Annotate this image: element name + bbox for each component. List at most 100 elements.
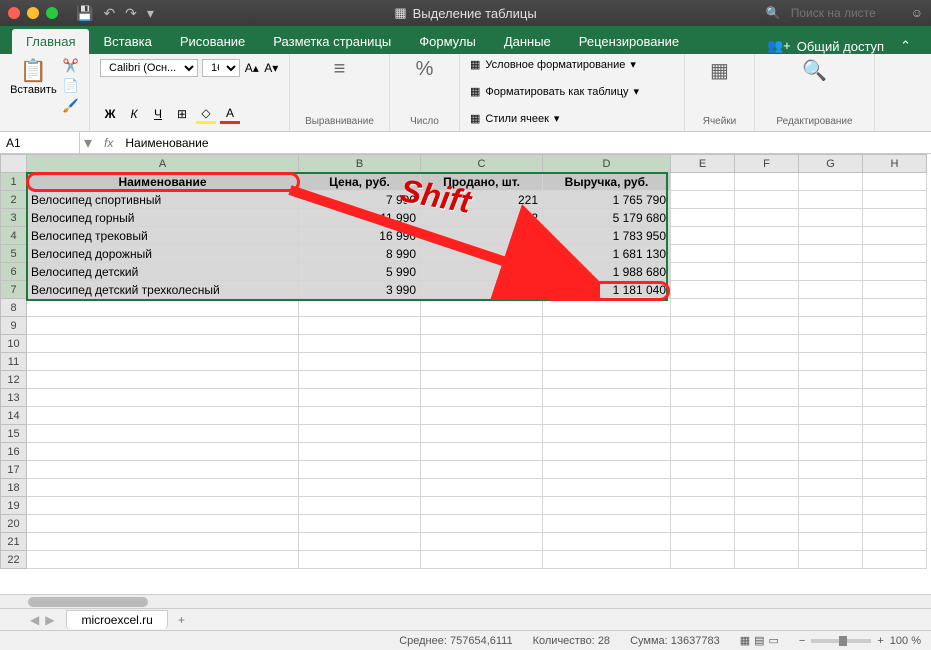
cell[interactable]: [799, 515, 863, 533]
cell[interactable]: [421, 461, 543, 479]
cell[interactable]: [27, 479, 299, 497]
conditional-formatting-button[interactable]: ▦Условное форматирование ▾: [470, 58, 674, 71]
cell[interactable]: [421, 551, 543, 569]
tab-data[interactable]: Данные: [490, 29, 565, 54]
cell[interactable]: [299, 461, 421, 479]
column-header[interactable]: H: [863, 155, 927, 173]
cell[interactable]: [735, 479, 799, 497]
cell[interactable]: 1 681 130: [543, 245, 671, 263]
editing-icon[interactable]: 🔍: [802, 58, 827, 83]
row-header[interactable]: 18: [1, 479, 27, 497]
tab-review[interactable]: Рецензирование: [565, 29, 693, 54]
name-box[interactable]: [0, 132, 80, 153]
cell[interactable]: [27, 389, 299, 407]
cell[interactable]: 16 990: [299, 227, 421, 245]
row-header[interactable]: 2: [1, 191, 27, 209]
cell[interactable]: [421, 479, 543, 497]
row-header[interactable]: 20: [1, 515, 27, 533]
cell[interactable]: [799, 263, 863, 281]
cell[interactable]: [543, 443, 671, 461]
row-header[interactable]: 16: [1, 443, 27, 461]
cell[interactable]: 105: [421, 227, 543, 245]
row-header[interactable]: 3: [1, 209, 27, 227]
cell[interactable]: [799, 479, 863, 497]
zoom-slider[interactable]: [811, 639, 871, 643]
search-icon[interactable]: 🔍: [766, 6, 781, 20]
cell[interactable]: [27, 461, 299, 479]
cell[interactable]: [27, 407, 299, 425]
cell[interactable]: [799, 299, 863, 317]
cell[interactable]: Велосипед спортивный: [27, 191, 299, 209]
paste-button[interactable]: 📋 Вставить: [10, 58, 57, 114]
cell[interactable]: [735, 443, 799, 461]
cell[interactable]: [735, 533, 799, 551]
cell[interactable]: [863, 371, 927, 389]
tab-insert[interactable]: Вставка: [89, 29, 165, 54]
collapse-ribbon-icon[interactable]: ⌃: [900, 38, 911, 54]
cell[interactable]: [863, 299, 927, 317]
cell[interactable]: 5 990: [299, 263, 421, 281]
cell[interactable]: Продано, шт.: [421, 173, 543, 191]
copy-icon[interactable]: 📄: [63, 78, 79, 94]
cell[interactable]: [799, 353, 863, 371]
search-input[interactable]: [791, 6, 901, 20]
cell[interactable]: [27, 299, 299, 317]
close-window-button[interactable]: [8, 7, 20, 19]
cell[interactable]: [421, 533, 543, 551]
tab-draw[interactable]: Рисование: [166, 29, 259, 54]
cell[interactable]: [299, 515, 421, 533]
cell[interactable]: Велосипед детский: [27, 263, 299, 281]
cell[interactable]: [299, 299, 421, 317]
cell[interactable]: [671, 497, 735, 515]
cell[interactable]: 332: [421, 263, 543, 281]
column-header[interactable]: E: [671, 155, 735, 173]
cell[interactable]: [863, 335, 927, 353]
cell[interactable]: [735, 209, 799, 227]
scrollbar-thumb[interactable]: [28, 597, 148, 607]
add-sheet-button[interactable]: +: [168, 611, 195, 629]
cell[interactable]: [671, 407, 735, 425]
font-color-icon[interactable]: A: [220, 104, 240, 124]
cell[interactable]: [671, 443, 735, 461]
cell[interactable]: [735, 281, 799, 299]
cell[interactable]: [799, 173, 863, 191]
cell[interactable]: [735, 371, 799, 389]
cell[interactable]: [799, 533, 863, 551]
cell[interactable]: [543, 497, 671, 515]
save-icon[interactable]: 💾: [76, 5, 93, 22]
cell[interactable]: [299, 479, 421, 497]
tab-page-layout[interactable]: Разметка страницы: [259, 29, 405, 54]
cell[interactable]: [543, 353, 671, 371]
cell[interactable]: [421, 407, 543, 425]
qat-dropdown-icon[interactable]: ▾: [147, 5, 154, 22]
cell[interactable]: [543, 425, 671, 443]
cell[interactable]: [671, 335, 735, 353]
cell[interactable]: [27, 317, 299, 335]
cell[interactable]: [735, 299, 799, 317]
cell[interactable]: [421, 443, 543, 461]
cell[interactable]: [863, 209, 927, 227]
cell[interactable]: [421, 389, 543, 407]
cell[interactable]: [863, 515, 927, 533]
cell[interactable]: [735, 425, 799, 443]
cell[interactable]: 11 990: [299, 209, 421, 227]
cell[interactable]: [27, 335, 299, 353]
cell[interactable]: [799, 407, 863, 425]
cell[interactable]: [735, 227, 799, 245]
cell[interactable]: Велосипед дорожный: [27, 245, 299, 263]
font-name-select[interactable]: Calibri (Осн...: [100, 59, 198, 77]
cell[interactable]: [671, 551, 735, 569]
zoom-value[interactable]: 100 %: [890, 635, 921, 647]
fx-icon[interactable]: fx: [96, 136, 121, 150]
format-as-table-button[interactable]: ▦Форматировать как таблицу ▾: [470, 85, 674, 98]
cell[interactable]: Велосипед горный: [27, 209, 299, 227]
cell[interactable]: Выручка, руб.: [543, 173, 671, 191]
cell[interactable]: [735, 191, 799, 209]
sheet-nav-prev-icon[interactable]: ▶: [45, 613, 54, 627]
tab-home[interactable]: Главная: [12, 29, 89, 54]
format-painter-icon[interactable]: 🖌️: [63, 98, 79, 114]
cell[interactable]: [299, 389, 421, 407]
column-header[interactable]: A: [27, 155, 299, 173]
cell[interactable]: [543, 551, 671, 569]
cell[interactable]: [421, 371, 543, 389]
